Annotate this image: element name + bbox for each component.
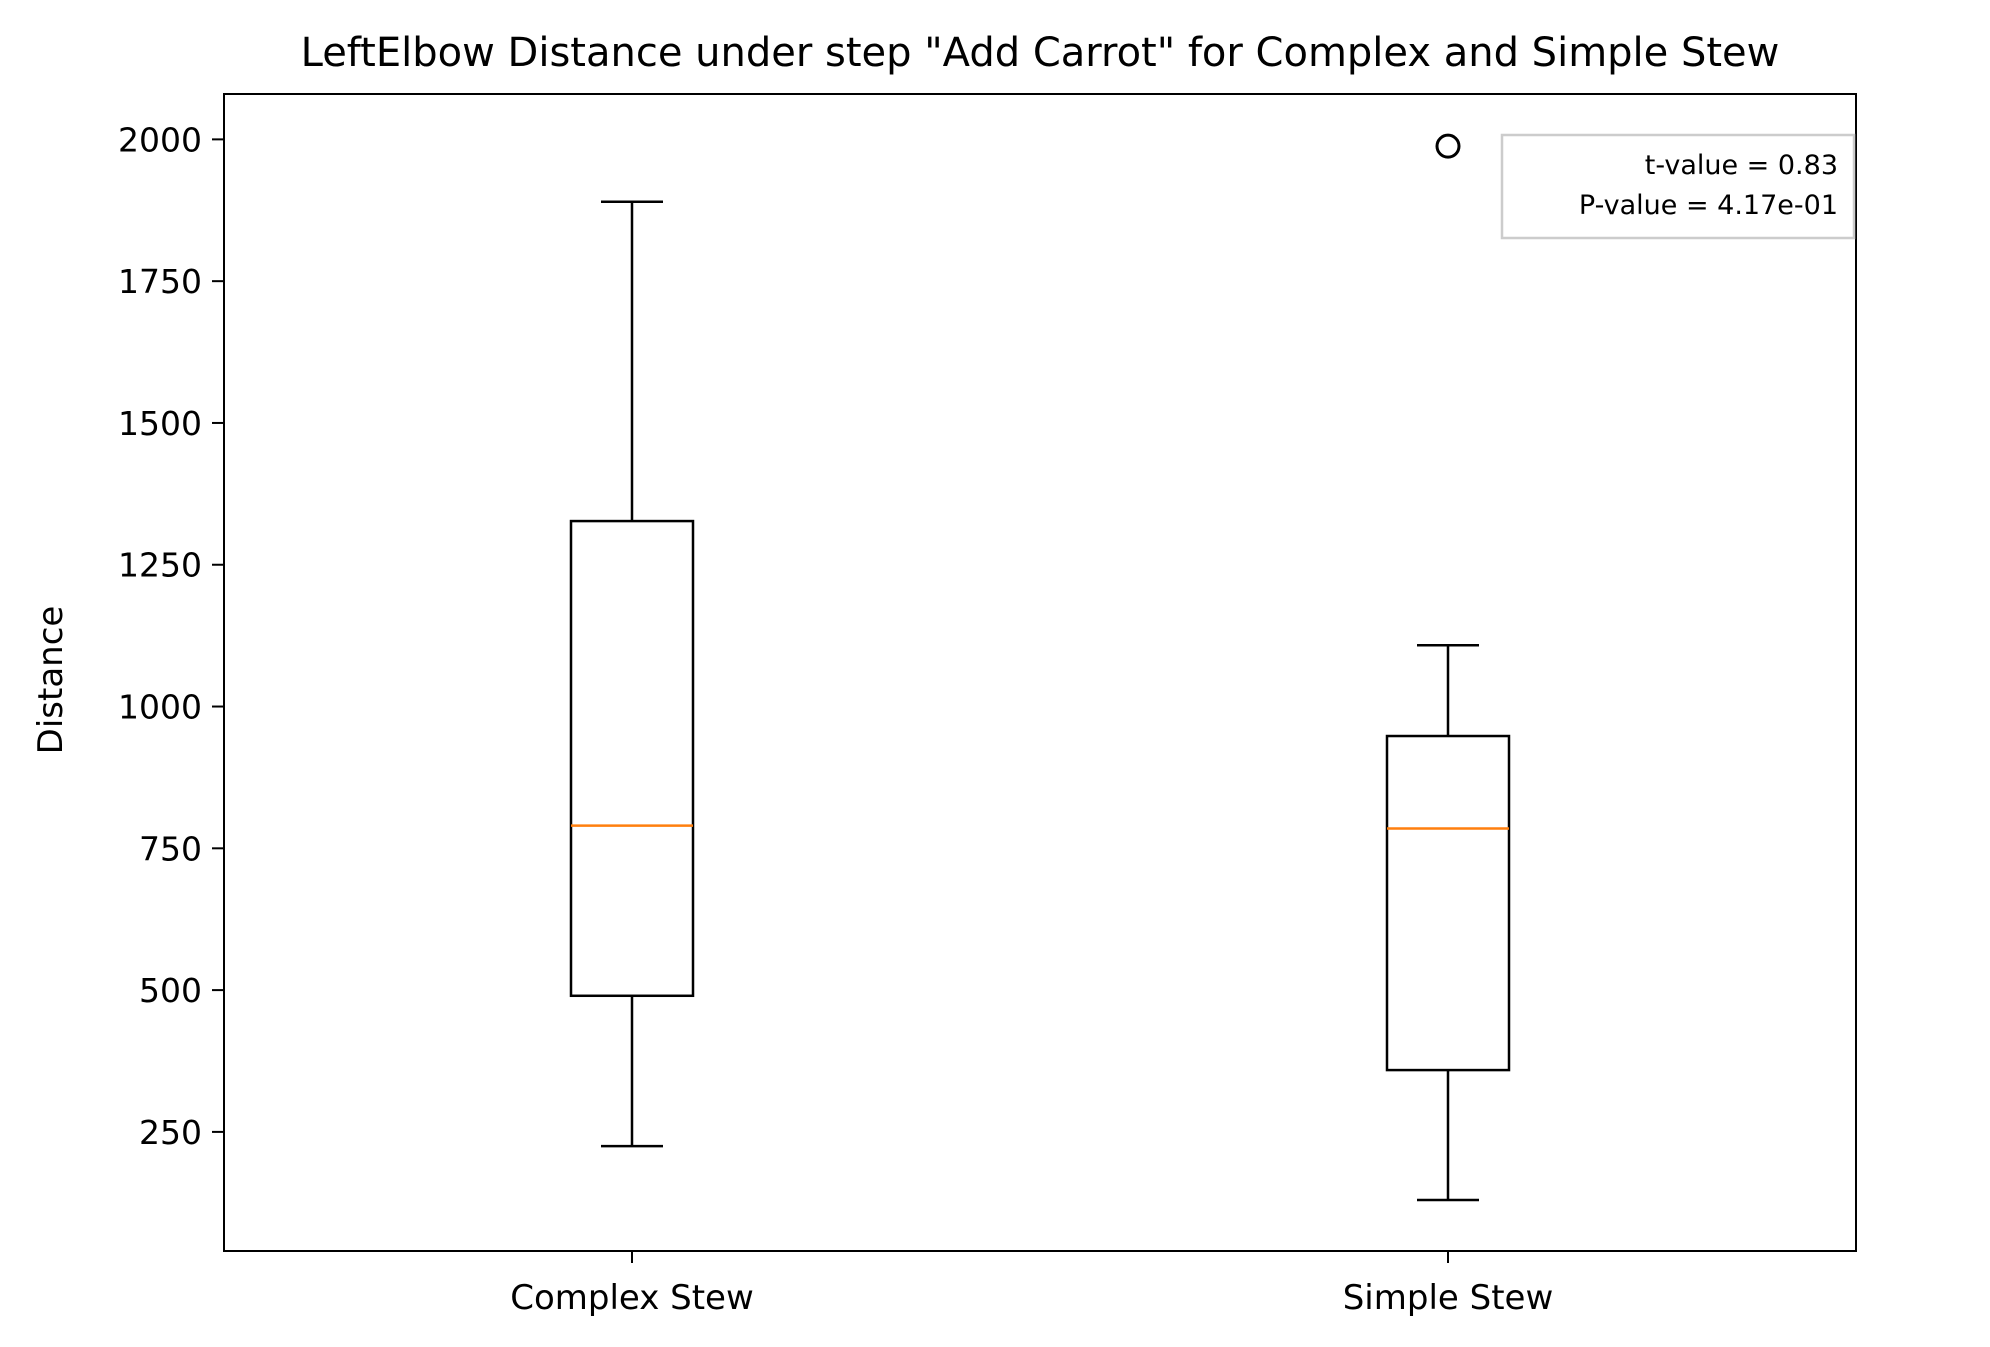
y-tick-label: 500 [139,971,202,1010]
box-iqr [569,519,695,998]
y-tick-label: 1250 [118,546,202,585]
stats-annotation-box: t-value = 0.83 P-value = 4.17e-01 [1500,133,1856,240]
x-tick-label: Complex Stew [510,1278,754,1318]
y-axis-label: Distance [31,606,71,755]
box-group [569,200,695,1148]
box-group [1385,133,1511,1202]
y-axis: 250 500 750 1000 1250 1500 1750 2000 [118,120,224,1152]
y-tick-label: 2000 [118,120,202,159]
box-iqr [1385,734,1511,1072]
y-tick-label: 750 [139,829,202,868]
axes-frame [223,93,1857,1252]
p-value-text: P-value = 4.17e-01 [1579,190,1838,221]
y-tick-label: 1000 [118,688,202,727]
x-axis: Complex Stew Simple Stew [510,1251,1553,1318]
t-value-text: t-value = 0.83 [1645,150,1838,181]
y-tick-label: 1500 [118,404,202,443]
x-tick-label: Simple Stew [1343,1278,1554,1318]
y-tick-label: 250 [139,1113,202,1152]
outlier-point [1435,133,1461,159]
annotation-frame [1500,133,1856,240]
chart-title: LeftElbow Distance under step "Add Carro… [301,30,1780,76]
plot-area [569,133,1511,1202]
y-tick-label: 1750 [118,262,202,301]
